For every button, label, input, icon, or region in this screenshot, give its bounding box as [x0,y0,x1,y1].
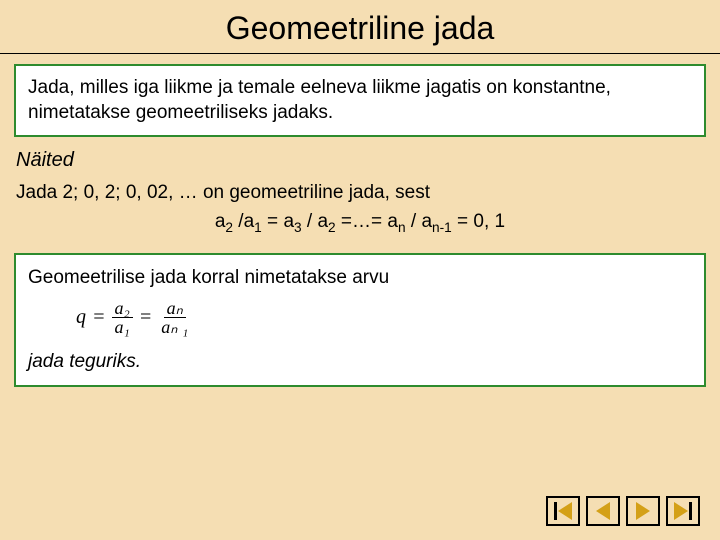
next-slide-button[interactable] [626,496,660,526]
fraction-1: a₂ a₁ [112,299,133,338]
triangle-right-icon [636,502,650,520]
ratio-formula: q = a₂ a₁ = aₙ aₙ ₁ [28,291,692,350]
definition-text: Jada, milles iga liikme ja temale eelnev… [28,77,611,123]
nav-controls [546,496,700,526]
factor-text: jada teguriks. [28,349,692,375]
prev-slide-button[interactable] [586,496,620,526]
ratio-intro: Geomeetrilise jada korral nimetatakse ar… [28,265,692,291]
example-block: Jada 2; 0, 2; 0, 02, … on geomeetriline … [16,180,704,237]
fraction-2: aₙ aₙ ₁ [158,299,191,338]
first-slide-button[interactable] [546,496,580,526]
examples-label: Näited [16,149,704,172]
last-slide-button[interactable] [666,496,700,526]
triangle-left-icon [558,502,572,520]
example-formula: a2 /a1 = a3 / a2 =…= an / an-1 = 0, 1 [16,209,704,237]
title-bar: Geomeetriline jada [0,0,720,54]
page-title: Geomeetriline jada [0,10,720,47]
bar-icon [689,502,692,520]
definition-box: Jada, milles iga liikme ja temale eelnev… [14,64,706,137]
example-intro: Jada 2; 0, 2; 0, 02, … on geomeetriline … [16,182,430,203]
triangle-right-icon [674,502,688,520]
q-symbol: q [76,304,86,331]
bar-icon [554,502,557,520]
triangle-left-icon [596,502,610,520]
content-area: Jada, milles iga liikme ja temale eelnev… [0,54,720,397]
ratio-box: Geomeetrilise jada korral nimetatakse ar… [14,253,706,387]
